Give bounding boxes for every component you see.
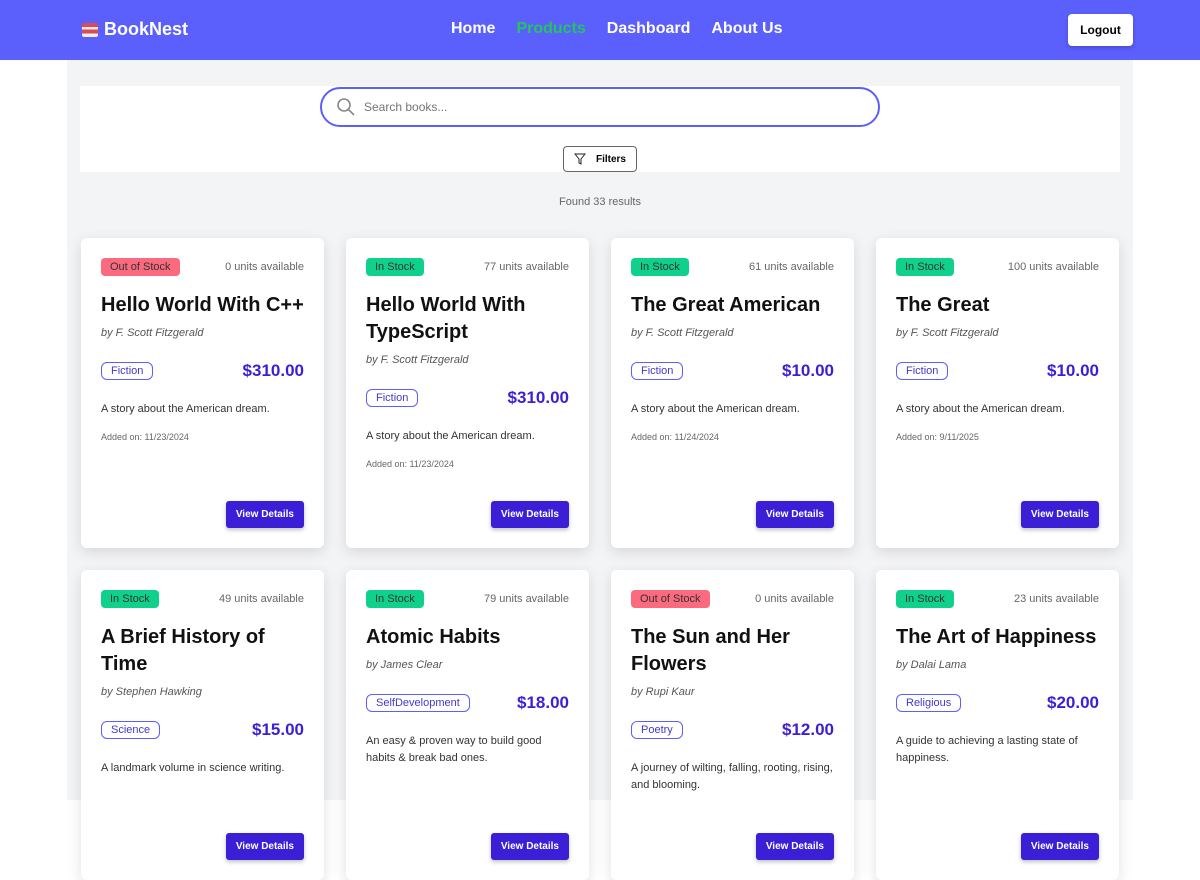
book-card: In Stock 61 units available The Great Ame… xyxy=(611,238,854,548)
book-price: $310.00 xyxy=(507,388,569,407)
stock-badge: In Stock xyxy=(366,258,424,276)
view-details-button[interactable]: View Details xyxy=(225,833,304,860)
filter-icon xyxy=(573,153,586,165)
book-price: $10.00 xyxy=(1047,361,1099,380)
book-description: A story about the American dream. xyxy=(896,403,1065,415)
book-price: $20.00 xyxy=(1047,693,1099,712)
nav-links: Home Products Dashboard About Us xyxy=(451,20,782,38)
nav-dashboard[interactable]: Dashboard xyxy=(606,20,691,37)
book-price: $10.00 xyxy=(782,361,834,380)
nav-products[interactable]: Products xyxy=(516,20,586,37)
view-details-button[interactable]: View Details xyxy=(755,833,834,860)
book-description: An easy & proven way to build good habit… xyxy=(366,735,542,764)
book-author: by F. Scott Fitzgerald xyxy=(631,327,734,339)
book-title: Hello World With TypeScript xyxy=(366,294,526,343)
book-description: A journey of wilting, falling, rooting, … xyxy=(631,762,833,791)
book-description: A story about the American dream. xyxy=(101,403,270,415)
book-author: by Rupi Kaur xyxy=(631,686,695,698)
units-available: 79 units available xyxy=(483,593,569,605)
units-available: 23 units available xyxy=(1013,593,1099,605)
stock-badge: Out of Stock xyxy=(101,258,180,276)
brand-name: BookNest xyxy=(104,19,189,39)
book-title: Atomic Habits xyxy=(366,626,501,648)
top-navbar: BookNest Home Products Dashboard About U… xyxy=(0,0,1200,60)
stock-badge: In Stock xyxy=(896,590,954,608)
book-price: $12.00 xyxy=(782,720,834,739)
genre-tag: Poetry xyxy=(631,721,683,739)
search-bar[interactable] xyxy=(320,87,880,127)
book-description: A story about the American dream. xyxy=(631,403,800,415)
genre-tag: Fiction xyxy=(631,362,684,380)
units-available: 61 units available xyxy=(748,261,834,273)
book-title: Hello World With C++ xyxy=(101,294,304,316)
book-price: $18.00 xyxy=(517,693,569,712)
book-card: In Stock 79 units available Atomic Habits… xyxy=(346,570,589,880)
book-card: In Stock 100 units available The Great by… xyxy=(876,238,1119,548)
view-details-button[interactable]: View Details xyxy=(1020,501,1099,528)
units-available: 0 units available xyxy=(755,593,834,605)
view-details-button[interactable]: View Details xyxy=(1020,833,1099,860)
book-author: by James Clear xyxy=(366,659,443,671)
added-date: Added on: 11/23/2024 xyxy=(101,432,189,442)
stock-badge: In Stock xyxy=(896,258,954,276)
book-title: The Sun and Her Flowers xyxy=(631,626,790,675)
stock-badge: In Stock xyxy=(631,258,689,276)
view-details-button[interactable]: View Details xyxy=(225,501,304,528)
book-title: The Art of Happiness xyxy=(896,626,1097,648)
added-date: Added on: 9/11/2025 xyxy=(896,432,979,442)
results-count: Found 33 results xyxy=(559,196,641,208)
book-card: Out of Stock 0 units available The Sun an… xyxy=(611,570,854,880)
book-title: The Great xyxy=(896,294,990,316)
view-details-button[interactable]: View Details xyxy=(490,833,569,860)
brand[interactable]: BookNest xyxy=(82,19,188,40)
search-icon xyxy=(337,98,355,116)
book-description: A story about the American dream. xyxy=(366,430,535,442)
book-card: Out of Stock 0 units available Hello Worl… xyxy=(81,238,324,548)
genre-tag: Science xyxy=(101,721,161,739)
filters-button[interactable]: Filters xyxy=(563,146,637,172)
units-available: 49 units available xyxy=(218,593,304,605)
view-details-button[interactable]: View Details xyxy=(490,501,569,528)
stock-badge: In Stock xyxy=(101,590,159,608)
books-icon xyxy=(82,22,98,37)
book-title: The Great American xyxy=(631,294,821,316)
search-input[interactable] xyxy=(364,100,844,114)
book-card: In Stock 49 units available A Brief Histo… xyxy=(81,570,324,880)
search-panel: Filters xyxy=(80,86,1120,172)
nav-about-us[interactable]: About Us xyxy=(711,20,783,37)
genre-tag: Religious xyxy=(896,694,962,712)
added-date: Added on: 11/23/2024 xyxy=(366,459,454,469)
units-available: 100 units available xyxy=(1007,261,1099,273)
book-card: In Stock 77 units available Hello World W… xyxy=(346,238,589,548)
book-title: A Brief History of Time xyxy=(101,626,265,675)
book-author: by F. Scott Fitzgerald xyxy=(366,354,469,366)
book-author: by F. Scott Fitzgerald xyxy=(896,327,999,339)
book-author: by Dalai Lama xyxy=(896,659,967,671)
genre-tag: SelfDevelopment xyxy=(366,694,470,712)
book-author: by F. Scott Fitzgerald xyxy=(101,327,204,339)
genre-tag: Fiction xyxy=(101,362,154,380)
genre-tag: Fiction xyxy=(896,362,949,380)
stock-badge: Out of Stock xyxy=(631,590,710,608)
book-card: In Stock 23 units available The Art of Ha… xyxy=(876,570,1119,880)
view-details-button[interactable]: View Details xyxy=(755,501,834,528)
stock-badge: In Stock xyxy=(366,590,424,608)
book-price: $15.00 xyxy=(252,720,304,739)
filters-label: Filters xyxy=(595,153,626,165)
genre-tag: Fiction xyxy=(366,389,419,407)
book-description: A guide to achieving a lasting state of … xyxy=(896,735,1078,764)
book-description: A landmark volume in science writing. xyxy=(101,762,285,774)
nav-home[interactable]: Home xyxy=(451,20,496,37)
logout-button[interactable]: Logout xyxy=(1068,14,1133,46)
units-available: 77 units available xyxy=(483,261,569,273)
book-author: by Stephen Hawking xyxy=(101,686,202,698)
units-available: 0 units available xyxy=(225,261,304,273)
added-date: Added on: 11/24/2024 xyxy=(631,432,719,442)
book-price: $310.00 xyxy=(242,361,304,380)
